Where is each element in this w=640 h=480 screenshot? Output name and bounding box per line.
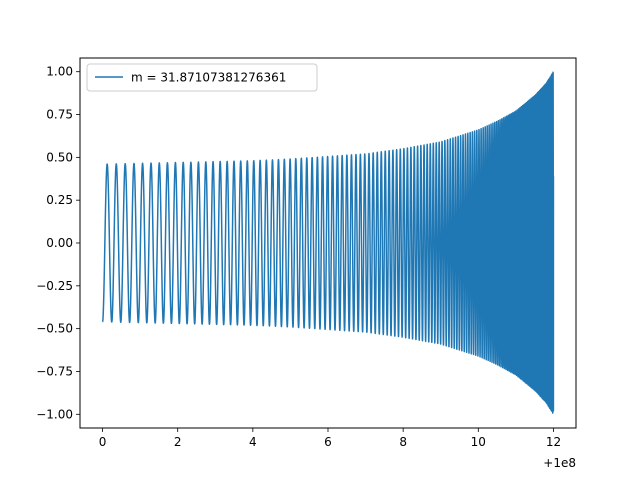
- y-tick-label: −1.00: [36, 407, 73, 421]
- y-tick-label: 1.00: [46, 65, 73, 79]
- x-tick-label: 2: [174, 435, 182, 449]
- x-tick-label: 10: [471, 435, 486, 449]
- y-tick-label: 0.25: [46, 193, 73, 207]
- series-line-group: [101, 71, 555, 414]
- legend-label: m = 31.87107381276361: [131, 71, 286, 85]
- x-offset-label: +1e8: [543, 456, 576, 470]
- y-tick-label: −0.75: [36, 364, 73, 378]
- legend-box: [86, 63, 318, 92]
- x-axis: 0 2 4 6 8 10 12: [99, 428, 561, 449]
- legend: m = 31.87107381276361: [86, 63, 318, 92]
- y-tick-label: 0.50: [46, 150, 73, 164]
- y-tick-label: −0.50: [36, 322, 73, 336]
- x-tick-label: 12: [546, 435, 561, 449]
- x-tick-label: 4: [249, 435, 257, 449]
- y-axis: −1.00 −0.75 −0.50 −0.25 0.00 0.25 0.50 0.75 1.00: [36, 65, 80, 421]
- y-tick-label: −0.25: [36, 279, 73, 293]
- y-tick-label: 0.00: [46, 236, 73, 250]
- series-line: [101, 71, 555, 414]
- x-tick-label: 8: [399, 435, 407, 449]
- y-tick-label: 0.75: [46, 108, 73, 122]
- x-tick-label: 0: [99, 435, 107, 449]
- x-tick-label: 6: [324, 435, 332, 449]
